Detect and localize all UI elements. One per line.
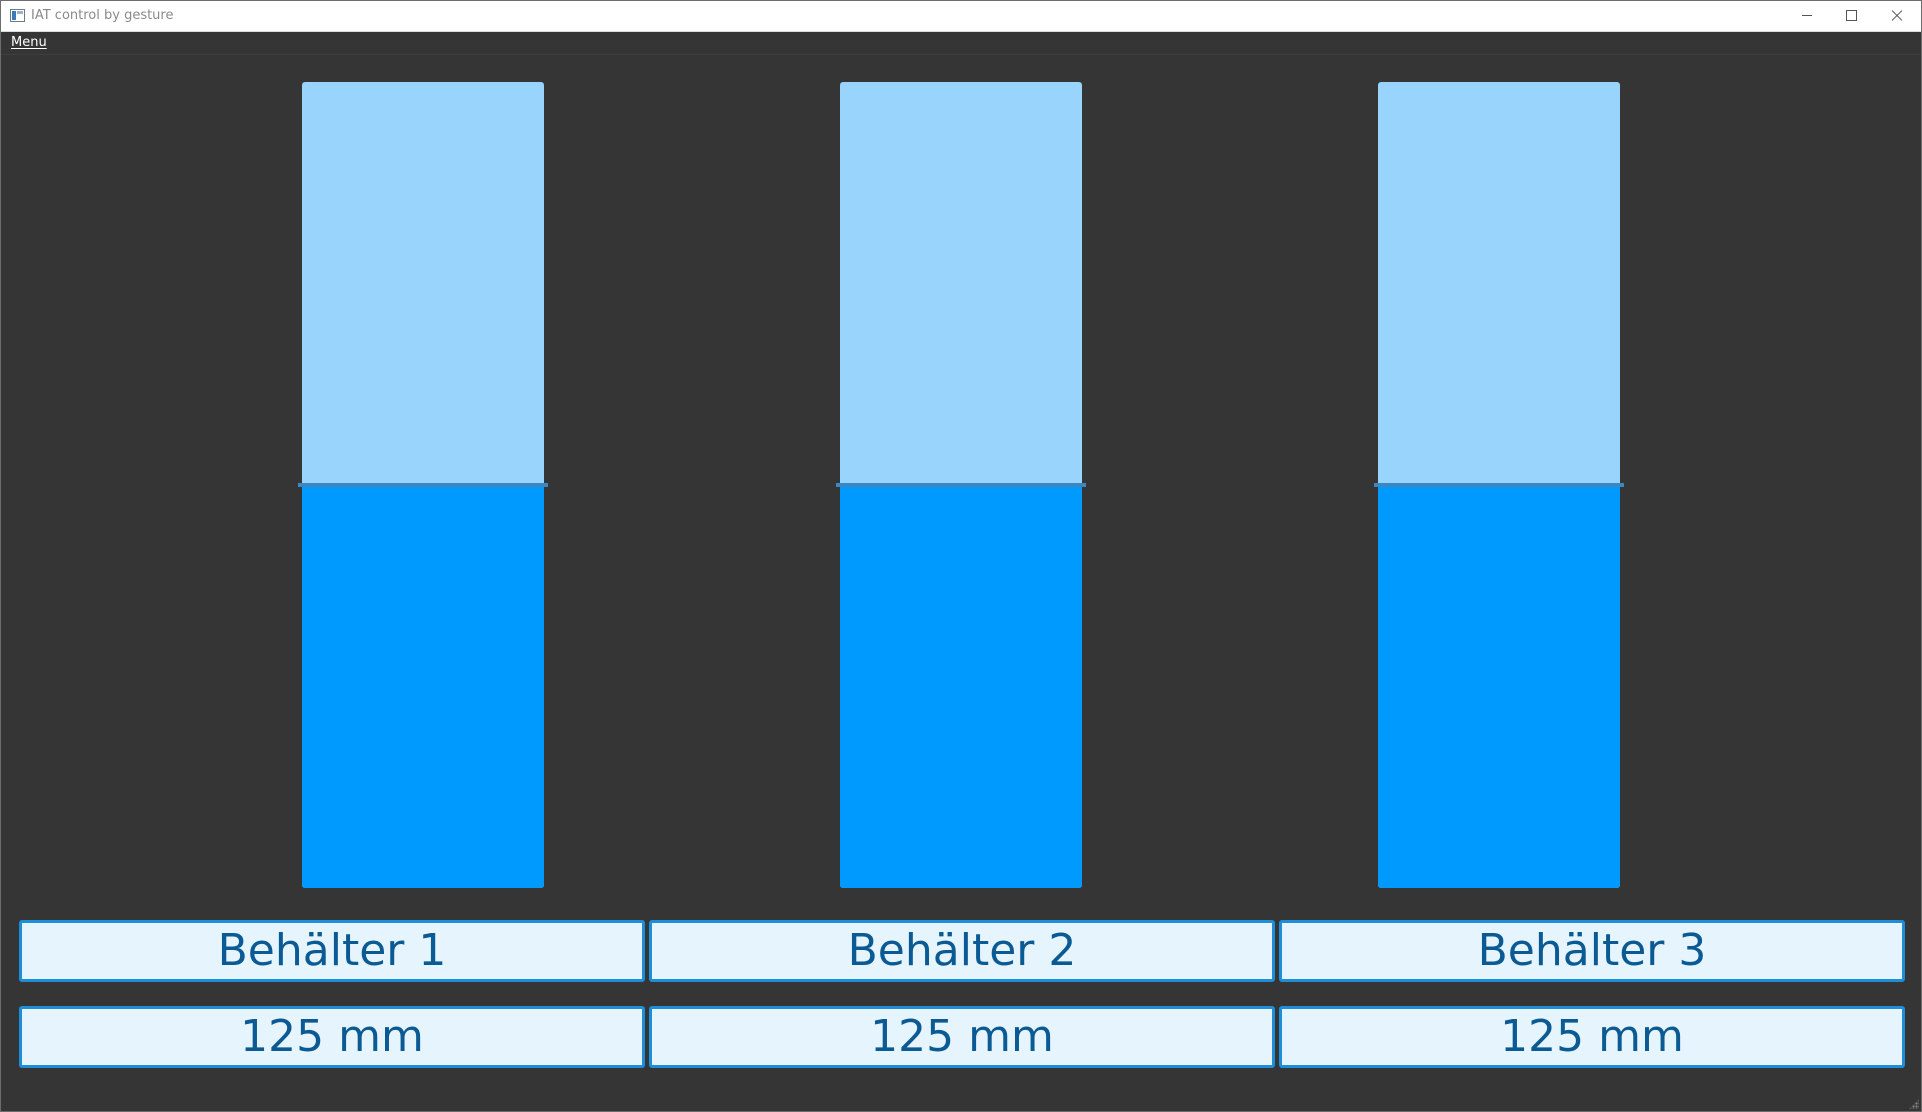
tank-1-level-line	[298, 483, 548, 487]
tank-2-fill	[840, 485, 1082, 888]
window-title: IAT control by gesture	[31, 8, 174, 23]
tank-2-gauge	[836, 82, 1086, 888]
tank-3-gauge	[1374, 82, 1624, 888]
title-bar[interactable]: IAT control by gesture	[1, 1, 1921, 32]
tank-1-gauge	[298, 82, 548, 888]
tank-2-level-readout: 125 mm	[649, 1006, 1275, 1068]
tank-1-name-label: Behälter 1	[19, 920, 645, 982]
app-icon	[10, 9, 25, 22]
tank-3-fill	[1378, 485, 1620, 888]
tank-1-fill	[302, 485, 544, 888]
minimize-button[interactable]	[1785, 1, 1829, 31]
resize-grip[interactable]	[1909, 1099, 1919, 1109]
tank-1-level-readout: 125 mm	[19, 1006, 645, 1068]
tank-2-level-line	[836, 483, 1086, 487]
tank-3-level-readout: 125 mm	[1279, 1006, 1905, 1068]
tank-2-name-label: Behälter 2	[649, 920, 1275, 982]
menu-bar: Menu	[1, 32, 1921, 55]
maximize-button[interactable]	[1829, 1, 1873, 31]
close-button[interactable]	[1875, 1, 1919, 31]
tank-3-name-label: Behälter 3	[1279, 920, 1905, 982]
menu-item-menu[interactable]: Menu	[11, 35, 47, 50]
tank-3-level-line	[1374, 483, 1624, 487]
